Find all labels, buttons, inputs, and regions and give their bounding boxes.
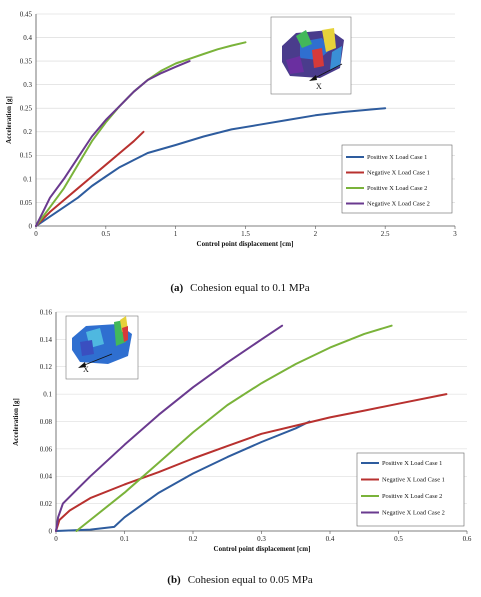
chart-a-caption: (a) Cohesion equal to 0.1 MPa	[170, 278, 309, 295]
chart-a-legend-label: Positive X Load Case 1	[367, 154, 427, 161]
chart-a-y-tick-label: 0.35	[20, 58, 33, 66]
structure-model-icon	[72, 316, 132, 364]
chart-a-y-tick-label: 0	[29, 222, 33, 230]
chart-b-y-tick-label: 0.1	[43, 391, 52, 399]
chart-a-series	[35, 41, 387, 227]
chart-b-ylabel: Acceleration [g]	[12, 398, 20, 446]
chart-b-y-tick-label: 0.08	[40, 418, 53, 426]
chart-a-y-ticks: 0 0.05 0.1 0.15 0.2 0.25 0.3 0.35 0.4 0.45	[20, 10, 33, 230]
chart-b-series-negative-case-2	[55, 324, 284, 532]
chart-a-x-tick-label: 2.5	[381, 230, 390, 238]
chart-a-y-tick-label: 0.3	[23, 81, 32, 89]
chart-b-inset-label: X	[83, 365, 89, 374]
chart-b-x-ticks: 0 0.1 0.2 0.3 0.4 0.5 0.6	[54, 531, 472, 543]
chart-a-series-negative-case-2	[35, 60, 191, 227]
chart-b-x-tick-label: 0.2	[189, 535, 198, 543]
chart-b-series-negative-case-1	[55, 393, 448, 532]
chart-a-y-tick-label: 0.05	[20, 199, 33, 207]
chart-a-y-tick-label: 0.2	[23, 128, 32, 136]
chart-a-x-tick-label: 2	[314, 230, 318, 238]
chart-b-legend: Positive X Load Case 1 Negative X Load Ca…	[356, 452, 465, 527]
chart-b-caption-tag: (b)	[167, 574, 181, 586]
chart-a-y-tick-label: 0.4	[23, 34, 32, 42]
chart-a-inset-label: X	[316, 82, 322, 91]
chart-b-x-tick-label: 0.5	[394, 535, 403, 543]
chart-a-x-tick-label: 1.5	[241, 230, 250, 238]
chart-a-caption-text: Cohesion equal to 0.1 MPa	[190, 282, 310, 294]
chart-a-series-positive-case-1	[35, 107, 387, 227]
chart-b-x-tick-label: 0.1	[120, 535, 129, 543]
chart-a-legend-label: Positive X Load Case 2	[367, 185, 427, 192]
chart-b-y-tick-label: 0.14	[40, 336, 53, 344]
chart-b-y-ticks: 0 0.02 0.04 0.06 0.08 0.1 0.12 0.14 0.16	[40, 308, 53, 535]
chart-b-legend-label: Negative X Load Case 1	[382, 477, 445, 484]
chart-b-y-tick-label: 0.06	[40, 445, 53, 453]
chart-a-legend: Positive X Load Case 1 Negative X Load Ca…	[341, 144, 453, 214]
chart-a-x-tick-label: 3	[453, 230, 457, 238]
chart-b-x-tick-label: 0	[54, 535, 58, 543]
chart-a-legend-label: Negative X Load Case 1	[367, 170, 430, 177]
chart-b-inset: X	[65, 315, 139, 380]
chart-b-xlabel: Control point displacement [cm]	[214, 545, 311, 553]
chart-a-x-ticks: 0 0.5 1 1.5 2 2.5 3	[34, 226, 457, 238]
chart-b: 0 0.02 0.04 0.06 0.08 0.1 0.12 0.14 0.16 0 0.1 0.2…	[12, 308, 472, 587]
chart-a-y-tick-label: 0.45	[20, 10, 33, 18]
chart-a-x-tick-label: 0.5	[101, 230, 110, 238]
chart-b-y-tick-label: 0.16	[40, 308, 53, 316]
chart-a-legend-label: Negative X Load Case 2	[367, 201, 430, 208]
chart-b-y-tick-label: 0.12	[40, 363, 53, 371]
chart-a-ylabel: Acceleration [g]	[5, 96, 13, 144]
chart-a-xlabel: Control point displacement [cm]	[197, 240, 294, 248]
chart-b-x-tick-label: 0.4	[326, 535, 335, 543]
chart-a-inset: X	[270, 16, 352, 95]
chart-b-legend-label: Positive X Load Case 1	[382, 460, 442, 467]
chart-b-y-tick-label: 0.04	[40, 473, 53, 481]
chart-b-series	[55, 324, 448, 532]
chart-a-y-tick-label: 0.25	[20, 105, 33, 113]
chart-a-x-tick-label: 1	[174, 230, 178, 238]
chart-a-gridlines	[36, 13, 455, 203]
chart-b-y-tick-label: 0.02	[40, 500, 53, 508]
chart-b-legend-label: Positive X Load Case 2	[382, 493, 442, 500]
chart-a-series-negative-case-1	[35, 130, 145, 227]
chart-a: 0 0.05 0.1 0.15 0.2 0.25 0.3 0.35 0.4 0.45 0 0.5 1 1…	[5, 10, 457, 295]
chart-b-legend-label: Negative X Load Case 2	[382, 510, 445, 517]
chart-b-caption: (b) Cohesion equal to 0.05 MPa	[167, 570, 313, 587]
chart-a-y-tick-label: 0.15	[20, 152, 33, 160]
chart-b-x-tick-label: 0.6	[463, 535, 472, 543]
chart-b-series-positive-case-2	[75, 324, 393, 532]
structure-model-icon	[282, 28, 344, 78]
chart-b-x-tick-label: 0.3	[257, 535, 266, 543]
chart-a-caption-tag: (a)	[170, 282, 183, 294]
chart-b-series-positive-case-1	[55, 420, 311, 532]
chart-b-caption-text: Cohesion equal to 0.05 MPa	[188, 574, 313, 586]
chart-b-y-tick-label: 0	[49, 527, 53, 535]
chart-a-y-tick-label: 0.1	[23, 175, 32, 183]
chart-a-x-tick-label: 0	[34, 230, 38, 238]
